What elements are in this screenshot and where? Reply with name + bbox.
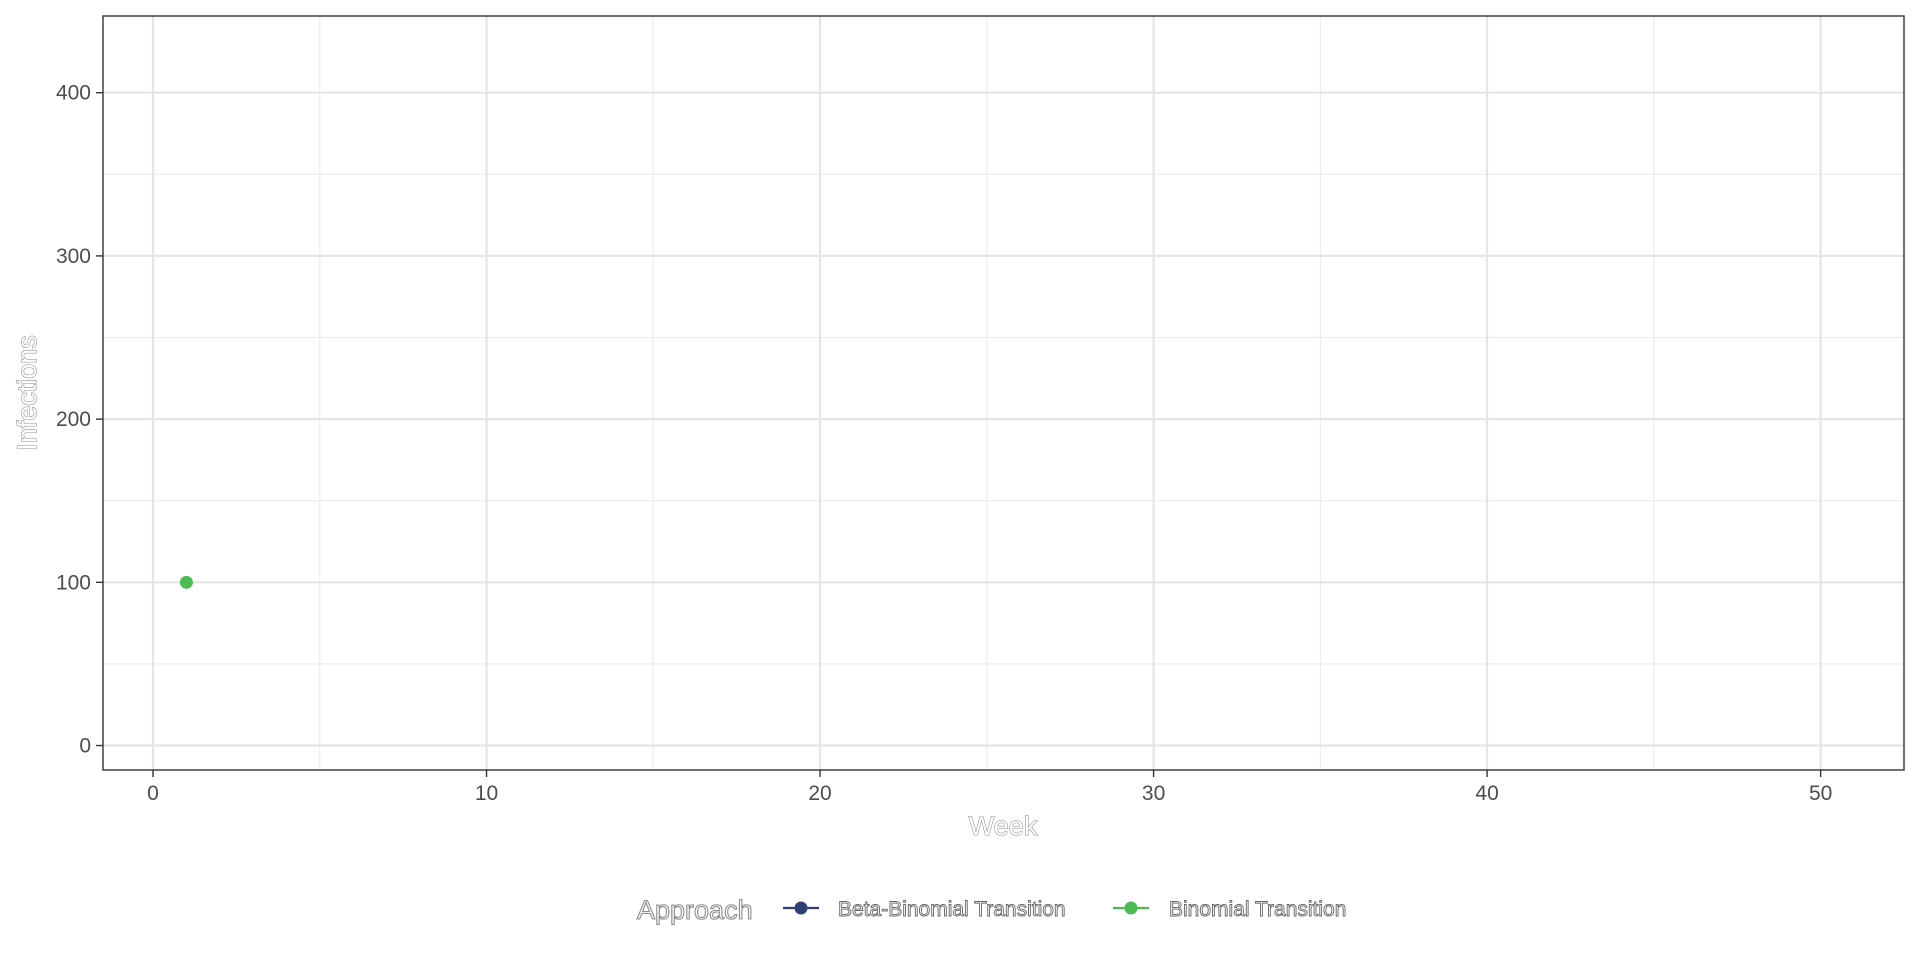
x-tick-label: 10	[475, 782, 498, 805]
x-tick-label: 0	[147, 782, 159, 805]
legend-label: Binomial Transition	[1169, 898, 1346, 921]
data-point	[179, 575, 193, 589]
x-tick-label: 50	[1809, 782, 1832, 805]
x-tick-label: 30	[1142, 782, 1165, 805]
minor-gridlines	[103, 16, 1904, 770]
y-tick-label: 100	[56, 571, 91, 594]
x-axis-title: Week	[969, 811, 1038, 841]
y-axis: 0 100 200 300 400	[56, 82, 103, 758]
x-axis: 0 10 20 30 40 50	[147, 770, 1832, 805]
x-tick-label: 40	[1475, 782, 1498, 805]
y-tick-label: 300	[56, 245, 91, 268]
y-tick-label: 400	[56, 82, 91, 105]
y-axis-title: Infections	[12, 335, 42, 451]
major-gridlines	[103, 16, 1904, 770]
plot-panel-border	[102, 15, 1905, 771]
y-tick-label: 200	[56, 408, 91, 431]
series-layer	[179, 575, 193, 589]
y-tick-label: 0	[79, 735, 91, 758]
legend-title: Approach	[637, 895, 753, 925]
legend-key-point	[1124, 901, 1138, 915]
legend-label: Beta-Binomial Transition	[838, 898, 1066, 921]
legend: Approach Beta-Binomial Transition Binomi…	[636, 894, 1347, 925]
x-tick-label: 20	[808, 782, 831, 805]
legend-entry-beta-binomial: Beta-Binomial Transition	[783, 898, 1066, 921]
legend-entry-binomial: Binomial Transition	[1113, 898, 1347, 921]
legend-key-point	[794, 901, 808, 915]
